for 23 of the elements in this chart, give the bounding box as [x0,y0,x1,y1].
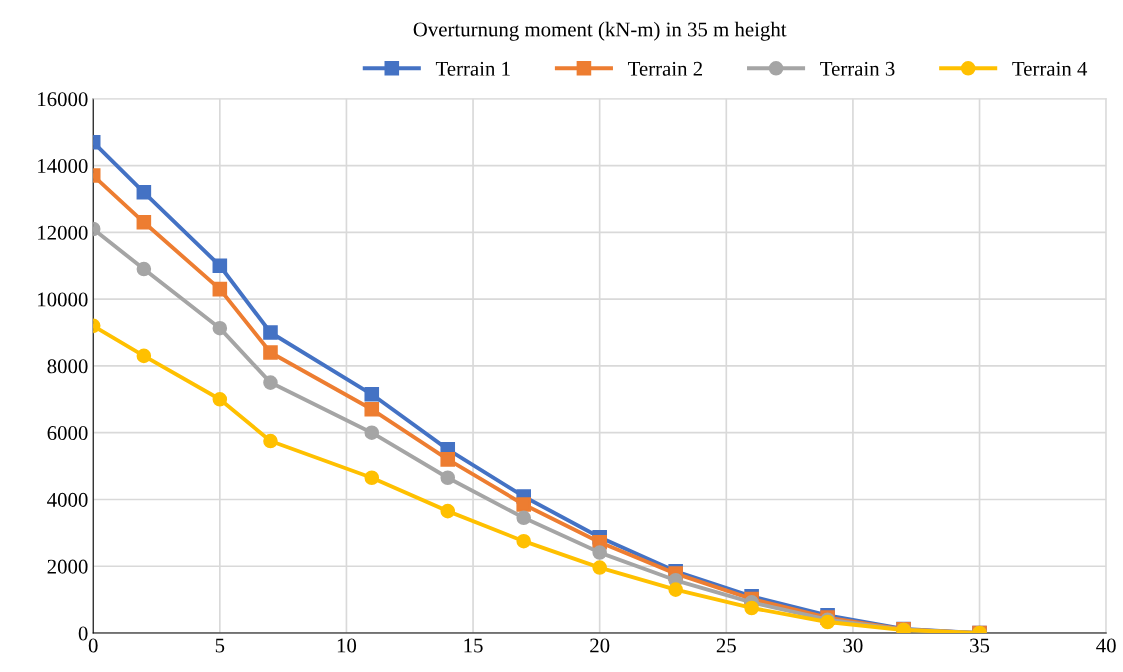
y-tick-label: 4000 [47,492,88,507]
y-tick-label: 12000 [38,225,88,240]
y-tick-label: 14000 [38,158,88,173]
x-tick-label: 15 [464,638,483,653]
x-tick-label: 30 [843,638,863,653]
y-tick-label: 6000 [47,426,88,441]
y-tick-label: 2000 [47,559,88,574]
chart-title: Overturnung moment (kN-m) in 35 m height [413,21,787,41]
x-tick-label: 35 [970,638,990,653]
y-tick-label: 16000 [38,92,88,107]
x-tick-label: 20 [590,638,610,653]
y-tick-label: 0 [78,626,88,641]
legend-label: Terrain 4 [1012,61,1088,76]
legend-label: Terrain 3 [820,61,895,76]
y-tick-label: 8000 [47,359,88,374]
x-tick-label: 5 [215,638,225,653]
x-tick-label: 0 [88,638,98,653]
x-tick-label: 25 [716,638,736,653]
x-tick-label: 40 [1096,638,1116,653]
x-tick-label: 10 [337,638,357,653]
legend-label: Terrain 1 [435,61,510,76]
legend-label: Terrain 2 [628,61,702,76]
y-tick-label: 10000 [38,292,88,307]
